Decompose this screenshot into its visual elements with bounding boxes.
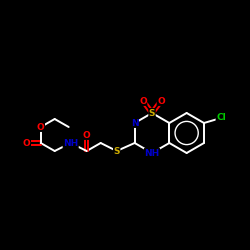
- Text: O: O: [83, 130, 90, 140]
- Text: O: O: [157, 96, 165, 106]
- Text: O: O: [23, 138, 30, 147]
- Text: S: S: [114, 146, 120, 156]
- Text: O: O: [37, 122, 44, 132]
- Text: N: N: [131, 118, 138, 128]
- Text: O: O: [139, 96, 147, 106]
- Text: S: S: [149, 108, 155, 118]
- Text: NH: NH: [63, 138, 78, 147]
- Text: Cl: Cl: [216, 114, 226, 122]
- Text: NH: NH: [144, 148, 160, 158]
